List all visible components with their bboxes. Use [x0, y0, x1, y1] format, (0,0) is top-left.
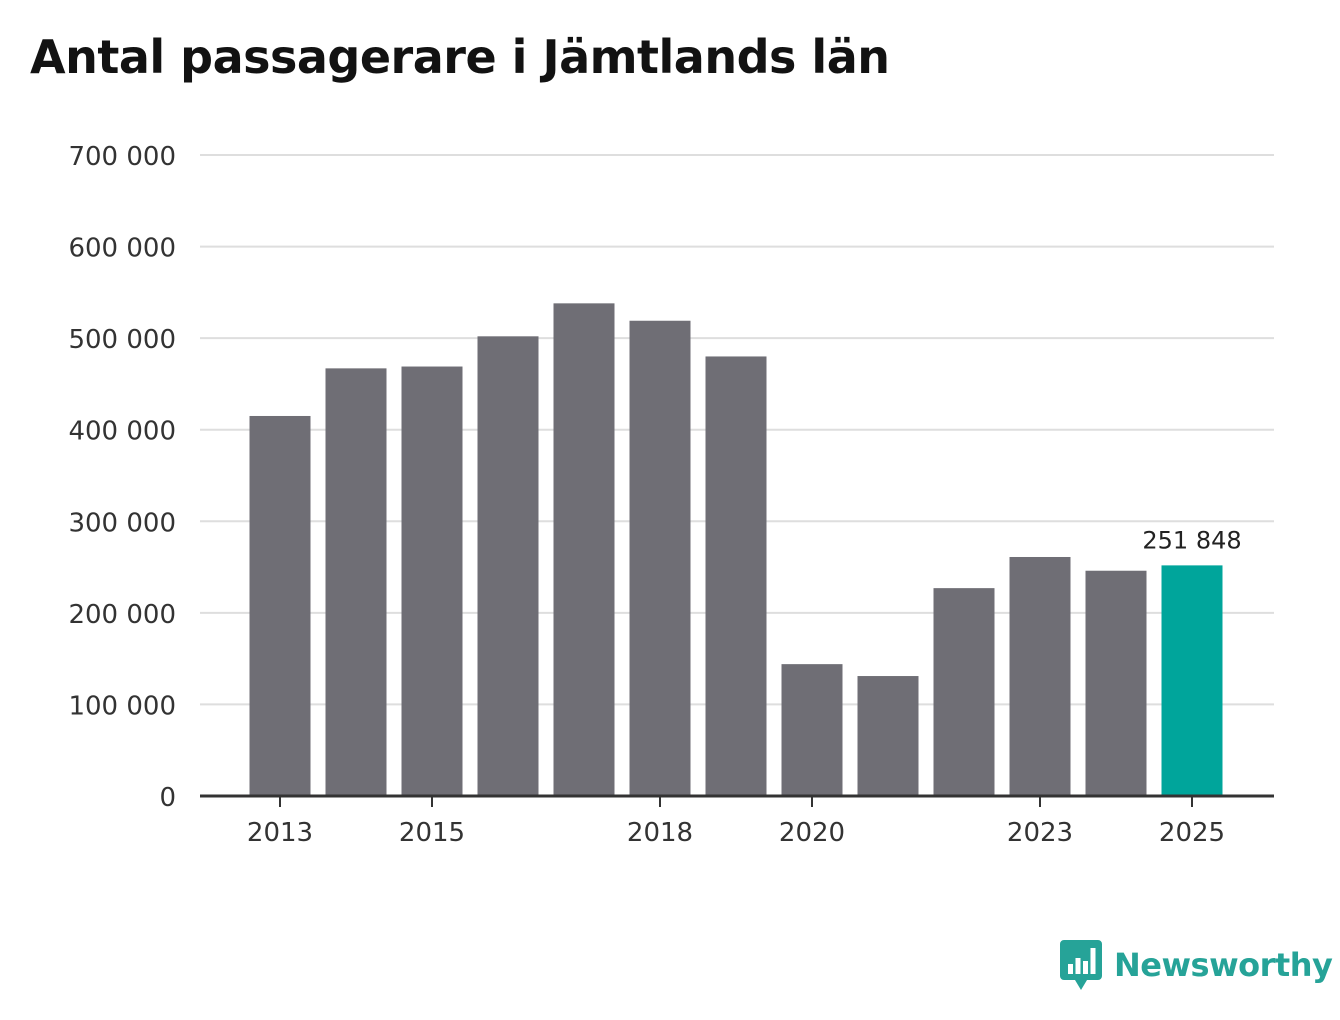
bar-2017: [553, 303, 615, 796]
x-tick-label: 2018: [627, 818, 693, 848]
labels: 0 100 000 200 000 300 000 400 000 500 000 600 …: [68, 142, 1241, 848]
bar-chart: 0 100 000 200 000 300 000 400 000 500 000 600 …: [68, 142, 1274, 848]
bar-2018: [629, 320, 691, 796]
axes: [200, 794, 1274, 807]
y-tick-label: 200 000: [68, 600, 176, 630]
y-tick-label: 0: [159, 783, 176, 813]
x-tick-label: 2023: [1007, 818, 1073, 848]
y-tick-label: 300 000: [68, 508, 176, 538]
bar-2025: [1161, 565, 1223, 796]
bar-2020: [781, 664, 843, 796]
x-tick-label: 2015: [399, 818, 465, 848]
bar-2014: [325, 368, 387, 796]
bar-2019: [705, 356, 767, 796]
bar-2024: [1085, 570, 1147, 796]
bars: [249, 303, 1223, 796]
brand-name: Newsworthy: [1114, 946, 1333, 984]
bar-2013: [249, 415, 311, 796]
x-tick-label: 2013: [247, 818, 313, 848]
brand-logo: Newsworthy: [1060, 938, 1333, 992]
bar-2021: [857, 676, 919, 796]
y-tick-label: 400 000: [68, 417, 176, 447]
newsworthy-logo-icon: [1060, 940, 1102, 990]
x-tick-label: 2020: [779, 818, 845, 848]
y-tick-label: 700 000: [68, 142, 176, 172]
bar-2023: [1009, 556, 1071, 796]
y-tick-label: 100 000: [68, 691, 176, 721]
data-label-2025: 251 848: [1142, 526, 1241, 554]
bar-2022: [933, 588, 995, 796]
y-tick-label: 500 000: [68, 325, 176, 355]
y-tick-label: 600 000: [68, 234, 176, 264]
bar-2015: [401, 366, 463, 796]
bar-2016: [477, 336, 539, 796]
chart-title: Antal passagerare i Jämtlands län: [30, 30, 890, 84]
x-tick-label: 2025: [1159, 818, 1225, 848]
